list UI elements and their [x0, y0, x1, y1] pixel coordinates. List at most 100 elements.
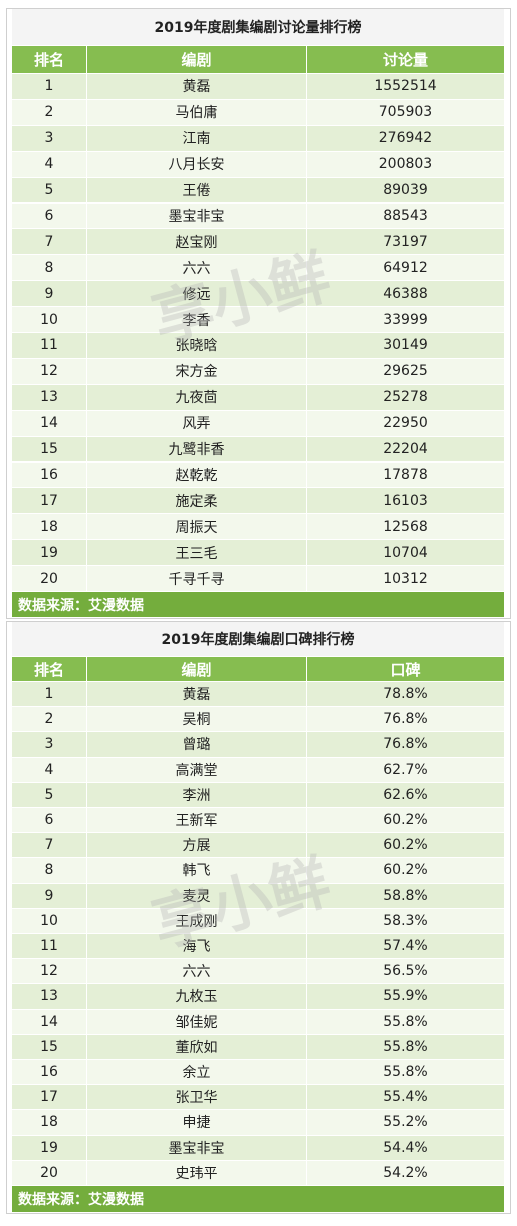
- table-cell: 王三毛: [87, 540, 307, 567]
- table-cell: 10312: [307, 566, 505, 592]
- table-cell: 10704: [307, 540, 505, 567]
- table-cell: 韩飞: [87, 858, 307, 884]
- table-cell: 8: [12, 255, 87, 282]
- table-cell: 22950: [307, 410, 505, 437]
- table-cell: 705903: [307, 99, 505, 126]
- table-cell: 55.2%: [307, 1110, 505, 1136]
- table-cell: 15: [12, 1034, 87, 1060]
- table-cell: 18: [12, 514, 87, 541]
- table-cell: 李洲: [87, 782, 307, 808]
- table-cell: 5: [12, 177, 87, 204]
- table-cell: 57.4%: [307, 934, 505, 960]
- table-cell: 12568: [307, 514, 505, 541]
- table-cell: 1: [12, 74, 87, 100]
- table-cell: 八月长安: [87, 151, 307, 178]
- table-cell: 10: [12, 307, 87, 333]
- column-header: 口碑: [307, 657, 505, 682]
- table-cell: 19: [12, 1135, 87, 1161]
- table-cell: 1552514: [307, 74, 505, 100]
- table-cell: 89039: [307, 177, 505, 204]
- table-cell: 20: [12, 1160, 87, 1186]
- table-cell: 55.8%: [307, 1009, 505, 1035]
- source-note: 数据来源：艾漫数据: [12, 1186, 505, 1213]
- table-cell: 2: [12, 99, 87, 126]
- table-cell: 吴桐: [87, 707, 307, 733]
- table-cell: 5: [12, 782, 87, 808]
- column-header: 编剧: [87, 46, 307, 74]
- table-cell: 赵宝刚: [87, 229, 307, 256]
- table-cell: 张卫华: [87, 1085, 307, 1111]
- table-cell: 10: [12, 908, 87, 934]
- table-title: 2019年度剧集编剧讨论量排行榜: [12, 9, 505, 46]
- table-cell: 76.8%: [307, 732, 505, 758]
- table-cell: 九鹭非香: [87, 436, 307, 463]
- table-cell: 曾璐: [87, 732, 307, 758]
- table-cell: 6: [12, 808, 87, 834]
- table-cell: 60.2%: [307, 808, 505, 834]
- table-cell: 1: [12, 682, 87, 708]
- table-cell: 17878: [307, 462, 505, 489]
- table-cell: 江南: [87, 125, 307, 152]
- table-cell: 30149: [307, 333, 505, 359]
- table-cell: 55.8%: [307, 1034, 505, 1060]
- table-cell: 2: [12, 707, 87, 733]
- table-cell: 7: [12, 833, 87, 859]
- table-cell: 55.9%: [307, 984, 505, 1010]
- table-cell: 55.8%: [307, 1060, 505, 1086]
- table-cell: 22204: [307, 436, 505, 463]
- table-cell: 56.5%: [307, 959, 505, 985]
- table-cell: 3: [12, 732, 87, 758]
- table-cell: 9: [12, 281, 87, 308]
- table-cell: 赵乾乾: [87, 462, 307, 489]
- table-cell: 方展: [87, 833, 307, 859]
- table-cell: 周振天: [87, 514, 307, 541]
- table-cell: 64912: [307, 255, 505, 282]
- table-cell: 六六: [87, 255, 307, 282]
- column-header: 讨论量: [307, 46, 505, 74]
- table-cell: 千寻千寻: [87, 566, 307, 592]
- table-cell: 54.4%: [307, 1135, 505, 1161]
- table-cell: 54.2%: [307, 1160, 505, 1186]
- table-cell: 9: [12, 883, 87, 909]
- table-cell: 风弄: [87, 410, 307, 437]
- table-cell: 修远: [87, 281, 307, 308]
- table-cell: 史玮平: [87, 1160, 307, 1186]
- table-cell: 12: [12, 358, 87, 385]
- table-cell: 20: [12, 566, 87, 592]
- table-cell: 墨宝非宝: [87, 1135, 307, 1161]
- table-cell: 宋方金: [87, 358, 307, 385]
- table-cell: 276942: [307, 125, 505, 152]
- table-cell: 46388: [307, 281, 505, 308]
- table-cell: 九夜茴: [87, 384, 307, 411]
- table-cell: 3: [12, 125, 87, 152]
- table-cell: 88543: [307, 203, 505, 230]
- table-cell: 29625: [307, 358, 505, 385]
- table-cell: 六六: [87, 959, 307, 985]
- table-cell: 张晓晗: [87, 333, 307, 359]
- column-header: 编剧: [87, 657, 307, 682]
- table-cell: 16103: [307, 488, 505, 515]
- table-cell: 海飞: [87, 934, 307, 960]
- table-cell: 14: [12, 410, 87, 437]
- column-header: 排名: [12, 657, 87, 682]
- table-cell: 12: [12, 959, 87, 985]
- table-cell: 王新军: [87, 808, 307, 834]
- source-note: 数据来源：艾漫数据: [12, 592, 505, 618]
- table-cell: 董欣如: [87, 1034, 307, 1060]
- table-cell: 申捷: [87, 1110, 307, 1136]
- table-cell: 施定柔: [87, 488, 307, 515]
- table-cell: 7: [12, 229, 87, 256]
- table-cell: 九枚玉: [87, 984, 307, 1010]
- table-cell: 25278: [307, 384, 505, 411]
- table-cell: 马伯庸: [87, 99, 307, 126]
- table-cell: 4: [12, 757, 87, 783]
- table-cell: 13: [12, 384, 87, 411]
- table-cell: 200803: [307, 151, 505, 178]
- table-cell: 邹佳妮: [87, 1009, 307, 1035]
- table-cell: 17: [12, 1085, 87, 1111]
- table-cell: 78.8%: [307, 682, 505, 708]
- table-cell: 55.4%: [307, 1085, 505, 1111]
- table-cell: 62.7%: [307, 757, 505, 783]
- column-header: 排名: [12, 46, 87, 74]
